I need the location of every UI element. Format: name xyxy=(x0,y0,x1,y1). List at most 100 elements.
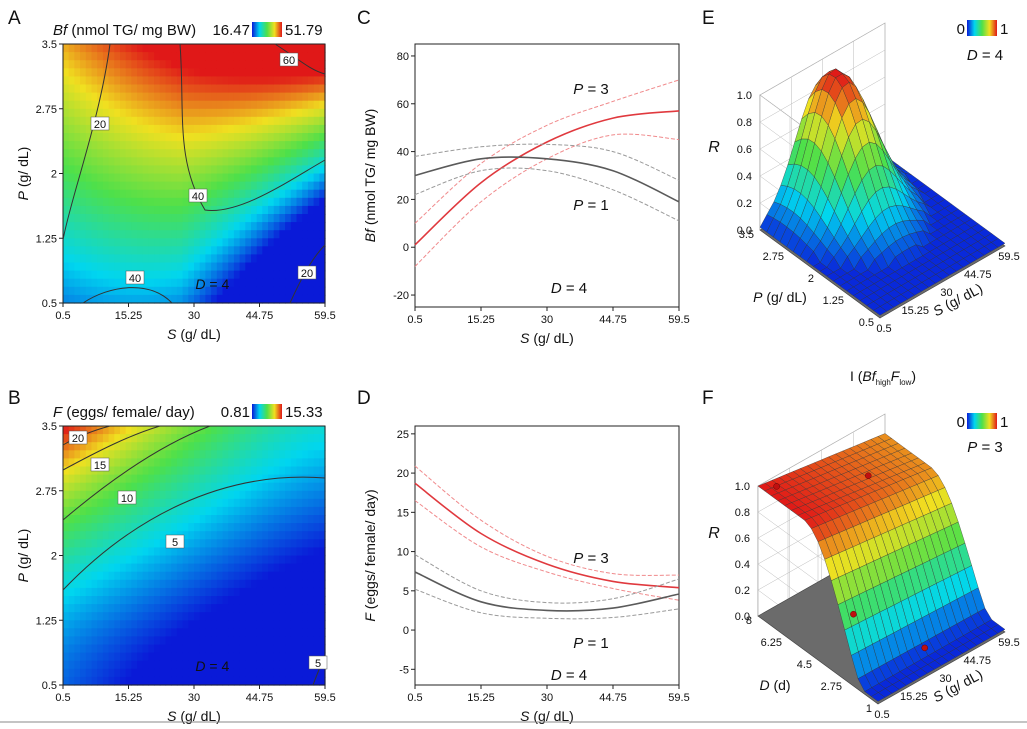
ci-upper-C-gray xyxy=(414,143,680,181)
surface-group-E xyxy=(759,22,1006,319)
annotation-E: D = 4 xyxy=(967,47,1003,64)
annotation-F: P = 3 xyxy=(967,439,1002,456)
y-tick-label-F: 6.25 xyxy=(761,637,782,649)
y-tick-label-D: 20 xyxy=(397,468,409,480)
contour-line-A xyxy=(179,43,326,211)
x-tick-label-B: 15.25 xyxy=(115,692,143,704)
colorbar-E xyxy=(967,20,997,36)
colorbar-max-F: 1 xyxy=(1000,414,1008,431)
y-axis-label-B: P (g/ dL) xyxy=(15,529,31,583)
ci-lower-C-gray xyxy=(414,167,680,222)
panel-letter-E: E xyxy=(702,8,715,29)
y-tick-label-A: 2.75 xyxy=(36,104,57,116)
y-tick-label-E: 1.25 xyxy=(823,295,844,307)
z-tick-label-E: 1.0 xyxy=(737,90,752,102)
contour-line-B xyxy=(62,425,161,471)
y-tick-label-C: 60 xyxy=(397,99,409,111)
z-tick-label-E: 0.6 xyxy=(737,144,752,156)
series-label-D-gray: P = 1 xyxy=(573,635,608,652)
x-axis-label-C: S (g/ dL) xyxy=(520,330,574,346)
contour-line-A xyxy=(62,43,111,241)
contour-label-A: 60 xyxy=(283,55,295,67)
x-tick-label-E: 15.25 xyxy=(901,305,929,317)
z-tick-label-F: 0.2 xyxy=(735,585,750,597)
panel-letter-B: B xyxy=(8,388,21,409)
y-tick-label-A: 1.25 xyxy=(36,233,57,245)
z-tick-label-F: 0.6 xyxy=(735,533,750,545)
x-tick-label-F: 30 xyxy=(939,673,951,685)
series-label-D-red: P = 3 xyxy=(573,550,608,567)
y-tick-label-C: 80 xyxy=(397,51,409,63)
y-tick-label-E: 0.5 xyxy=(859,317,874,329)
y-tick-label-A: 3.5 xyxy=(42,39,57,51)
series-line-D-gray xyxy=(414,571,680,612)
y-tick-label-D: -5 xyxy=(399,664,409,676)
x-tick-label-F: 0.5 xyxy=(874,709,889,721)
design-point-F xyxy=(865,472,872,479)
plot-frame-D xyxy=(414,425,680,686)
x-tick-label-D: 0.5 xyxy=(407,692,422,704)
y-tick-label-B: 2 xyxy=(51,551,57,563)
y-tick-label-C: 20 xyxy=(397,194,409,206)
y-tick-label-A: 0.5 xyxy=(42,298,57,310)
x-axis-label-F: S (g/ dL) xyxy=(930,666,985,705)
annotation-A: D = 4 xyxy=(195,276,229,292)
annotation-B: D = 4 xyxy=(195,658,229,674)
x-tick-label-D: 59.5 xyxy=(668,692,689,704)
y-tick-label-D: 5 xyxy=(403,586,409,598)
annotation-C: D = 4 xyxy=(551,280,587,297)
colorbar-max-B: 15.33 xyxy=(285,404,323,421)
y-tick-label-E: 2.75 xyxy=(763,251,784,263)
z-tick-label-E: 0.4 xyxy=(737,171,752,183)
panel-letter-A: A xyxy=(8,8,21,29)
y-tick-label-E: 3.5 xyxy=(739,229,754,241)
y-tick-label-A: 2 xyxy=(51,169,57,181)
x-axis-label-B: S (g/ dL) xyxy=(167,708,221,724)
chart-title-B: F (eggs/ female/ day) xyxy=(53,404,195,421)
x-axis-label-D: S (g/ dL) xyxy=(520,708,574,724)
x-tick-label-C: 59.5 xyxy=(668,314,689,326)
x-tick-label-A: 30 xyxy=(188,310,200,322)
z-axis-label-F: R xyxy=(708,525,720,542)
contour-line-A xyxy=(274,43,326,75)
x-tick-label-A: 15.25 xyxy=(115,310,143,322)
y-tick-label-B: 2.75 xyxy=(36,486,57,498)
y-tick-label-C: 0 xyxy=(403,242,409,254)
z-tick-label-E: 0.0 xyxy=(737,225,752,237)
series-label-C-red: P = 3 xyxy=(573,81,608,98)
x-tick-label-C: 44.75 xyxy=(599,314,627,326)
x-tick-label-D: 44.75 xyxy=(599,692,627,704)
y-tick-label-D: 10 xyxy=(397,547,409,559)
x-tick-label-F: 44.75 xyxy=(963,655,991,667)
x-tick-label-A: 0.5 xyxy=(55,310,70,322)
z-tick-label-F: 0.4 xyxy=(735,559,750,571)
y-tick-label-F: 4.5 xyxy=(797,659,812,671)
y-axis-label-F: D (d) xyxy=(759,677,790,693)
contour-label-B: 20 xyxy=(72,433,84,445)
contour-label-A: 20 xyxy=(94,119,106,131)
y-tick-label-B: 3.5 xyxy=(42,421,57,433)
y-tick-label-F: 1 xyxy=(866,703,872,715)
colorbar-B xyxy=(252,404,282,419)
x-tick-label-B: 0.5 xyxy=(55,692,70,704)
x-tick-label-B: 59.5 xyxy=(314,692,335,704)
heatmap-A xyxy=(63,44,326,304)
series-line-C-gray xyxy=(414,156,680,203)
panel-letter-F: F xyxy=(702,388,714,409)
plot-frame-C xyxy=(414,43,680,308)
subtitle-F: I (BfhighFlow) xyxy=(850,368,916,387)
x-tick-label-C: 30 xyxy=(541,314,553,326)
ci-lower-D-red xyxy=(414,500,680,601)
x-tick-label-B: 30 xyxy=(188,692,200,704)
z-tick-label-E: 0.8 xyxy=(737,117,752,129)
ci-upper-D-red xyxy=(414,465,680,576)
contour-label-B: 15 xyxy=(94,460,106,472)
y-tick-label-D: 0 xyxy=(403,625,409,637)
colorbar-max-E: 1 xyxy=(1000,21,1008,38)
colorbar-min-A: 16.47 xyxy=(212,22,250,39)
x-tick-label-A: 59.5 xyxy=(314,310,335,322)
contour-label-A: 40 xyxy=(192,191,204,203)
y-tick-label-E: 2 xyxy=(808,273,814,285)
y-tick-label-B: 0.5 xyxy=(42,680,57,692)
